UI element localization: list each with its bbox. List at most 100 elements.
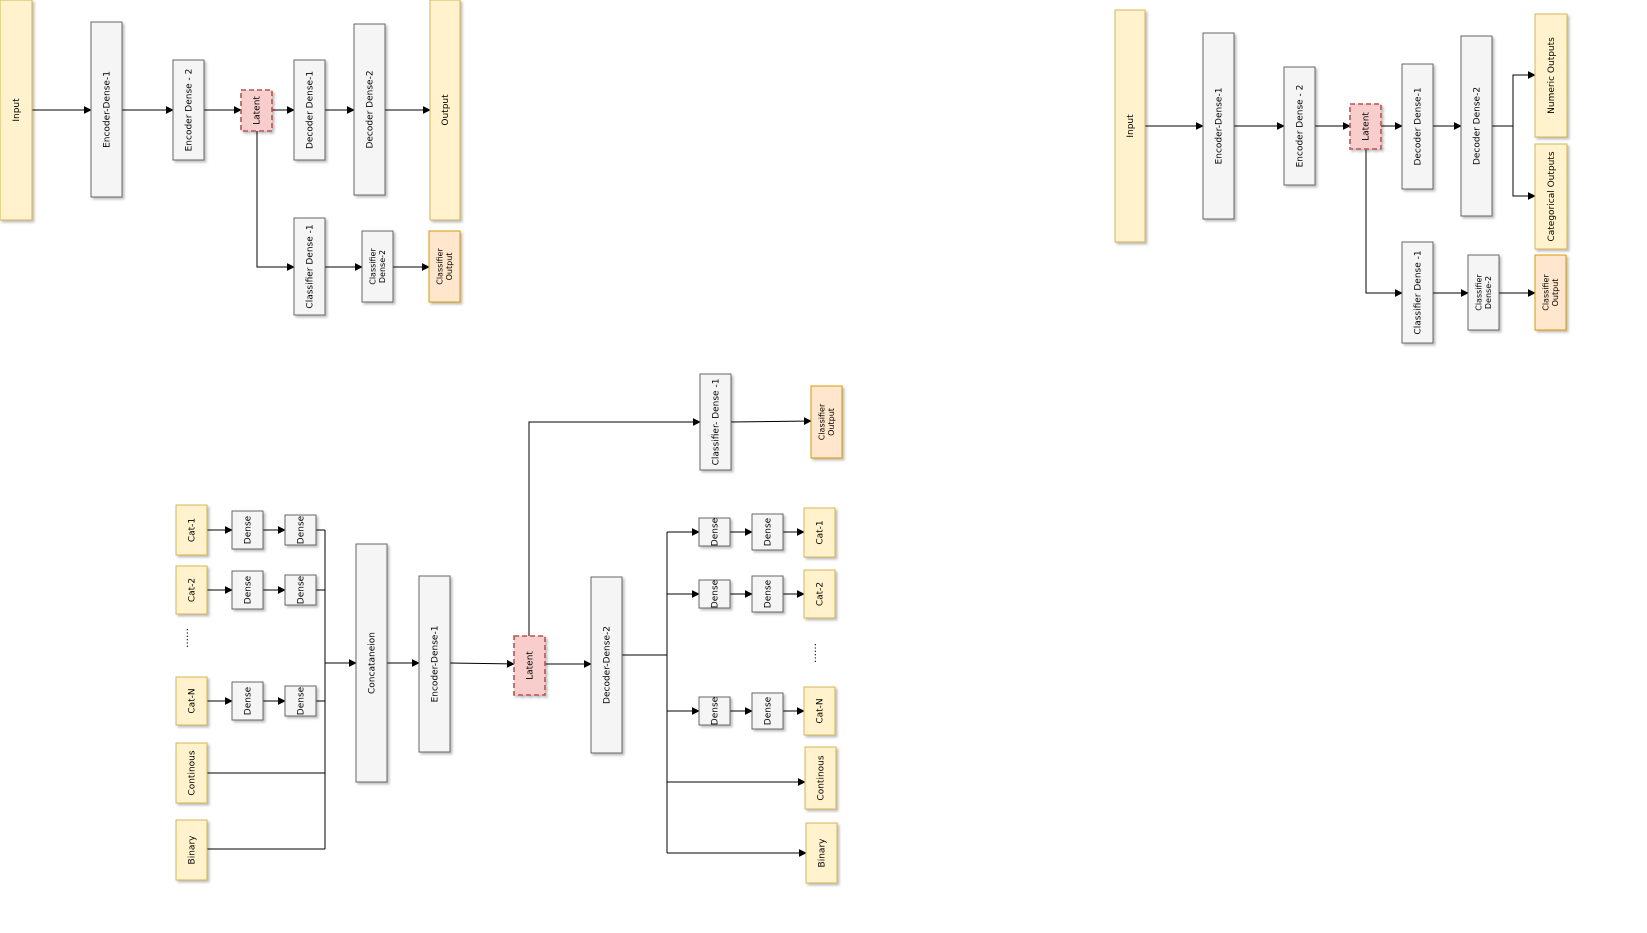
b-input-2-shape bbox=[175, 565, 208, 615]
tl-output: Output bbox=[429, 0, 461, 221]
tr-numeric-outputs: Numeric Outputs bbox=[1534, 13, 1568, 138]
b-input-3-label-line: Cat-N bbox=[188, 688, 198, 713]
b-input-binary-label: Binary bbox=[188, 835, 198, 865]
b-edge-enc1-latent bbox=[449, 659, 515, 668]
b-output-2-label-line: Cat-2 bbox=[816, 582, 826, 606]
tl-latent: Latent bbox=[240, 89, 273, 132]
tr-encoder-dense-2-shape bbox=[1283, 66, 1316, 186]
b-decoder-dense-2-shape bbox=[590, 576, 623, 754]
b-out-dense-a-1: Dense bbox=[698, 517, 731, 547]
b-out-dense-a-1-label: Dense bbox=[711, 517, 721, 546]
b-encoder-dense-1-label-line: Encoder-Dense-1 bbox=[431, 626, 441, 703]
b-decoder-dense-2: Decoder-Dense-2 bbox=[590, 576, 623, 754]
tr-decoder-dense-1-shape bbox=[1401, 63, 1434, 190]
b-latent: Latent bbox=[513, 635, 546, 696]
b-dense-b-3-shape bbox=[284, 685, 317, 717]
tl-encoder-dense-2-label: Encoder Dense - 2 bbox=[185, 69, 195, 152]
b-dense-a-2: Dense bbox=[231, 570, 264, 610]
b-out-dense-b-2-label: Dense bbox=[764, 579, 774, 608]
b-out-dense-b-1-label: Dense bbox=[764, 517, 774, 546]
b-out-dense-b-1-label-line: Dense bbox=[764, 517, 774, 546]
b-dense-a-1-label-line: Dense bbox=[244, 515, 254, 544]
b-dense-b-1-label-line: Dense bbox=[297, 515, 307, 544]
tr-input-shape bbox=[1114, 9, 1146, 243]
b-dense-a-3: Dense bbox=[231, 681, 264, 721]
tr-decoder-dense-1-label: Decoder Dense-1 bbox=[1414, 87, 1424, 165]
tr-numeric-outputs-shape bbox=[1534, 13, 1568, 138]
b-input-3-label: Cat-N bbox=[188, 688, 198, 713]
tr-classifier-dense-1: Classifier Dense -1 bbox=[1401, 241, 1434, 344]
tl-decoder-dense-2-label-line: Decoder Dense-2 bbox=[366, 70, 376, 148]
b-encoder-dense-1-shape bbox=[418, 575, 451, 753]
b-input-binary: Binary bbox=[175, 819, 208, 881]
b-output-binary-label: Binary bbox=[818, 838, 828, 868]
b-output-3-shape bbox=[803, 686, 836, 736]
b-output-continous-label: Continous bbox=[817, 755, 827, 800]
b-out-dense-a-2: Dense bbox=[698, 579, 731, 609]
b-output-1: Cat-1 bbox=[803, 507, 836, 558]
tl-output-label: Output bbox=[441, 94, 451, 126]
tl-classifier-dense-2-label-line: Dense-2 bbox=[378, 250, 387, 283]
b-output-2-label: Cat-2 bbox=[816, 582, 826, 606]
b-out-dense-b-1-shape bbox=[751, 513, 784, 551]
b-output-3: Cat-N bbox=[803, 686, 836, 736]
b-out-dense-a-1-shape bbox=[698, 517, 731, 547]
b-output-3-label: Cat-N bbox=[816, 698, 826, 723]
b-classifier-output-label-line: Output bbox=[827, 408, 836, 436]
tr-input: Input bbox=[1114, 9, 1146, 243]
b-decoder-dense-2-label: Decoder-Dense-2 bbox=[603, 626, 613, 704]
tr-input-label: Input bbox=[1126, 114, 1136, 138]
b-dense-b-2-label-line: Dense bbox=[297, 575, 307, 604]
b-output-continous-label-line: Continous bbox=[817, 755, 827, 800]
b-input-1-label-line: Cat-1 bbox=[188, 518, 198, 542]
b-dense-b-2: Dense bbox=[284, 574, 317, 606]
tr-encoder-dense-2-label: Encoder Dense - 2 bbox=[1296, 85, 1306, 168]
b-classifier-output-label-line: Classifier bbox=[818, 403, 827, 440]
b-classifier-output-label: ClassifierOutput bbox=[818, 403, 836, 440]
tr-edge-split-numeric bbox=[1512, 71, 1536, 126]
tr-encoder-dense-2: Encoder Dense - 2 bbox=[1283, 66, 1316, 186]
tl-input-label: Input bbox=[12, 98, 22, 122]
tl-decoder-dense-2: Decoder Dense-2 bbox=[353, 23, 386, 196]
b-out-dense-a-3: Dense bbox=[698, 696, 731, 726]
b-out-dense-a-1-label-line: Dense bbox=[711, 517, 721, 546]
b-output-ellipsis: …… bbox=[808, 643, 819, 663]
tl-output-label-line: Output bbox=[441, 94, 451, 126]
b-out-dense-b-2-shape bbox=[751, 575, 784, 613]
b-output-1-label: Cat-1 bbox=[816, 520, 826, 544]
b-classifier-output: ClassifierOutput bbox=[810, 385, 843, 459]
b-input-2-label: Cat-2 bbox=[188, 578, 198, 602]
b-decoder-dense-2-label-line: Decoder-Dense-2 bbox=[603, 626, 613, 704]
b-output-1-shape bbox=[803, 507, 836, 558]
b-encoder-dense-1-label: Encoder-Dense-1 bbox=[431, 626, 441, 703]
tl-classifier-output-label-line: Classifier bbox=[436, 248, 445, 285]
b-input-2-label-line: Cat-2 bbox=[188, 578, 198, 602]
b-dense-a-3-shape bbox=[231, 681, 264, 721]
b-out-dense-b-3-label-line: Dense bbox=[764, 696, 774, 725]
tr-edge-split-categorical bbox=[1512, 126, 1536, 200]
b-concatenation-label: Concataneion bbox=[368, 632, 378, 694]
tr-classifier-output-label: ClassifierOutput bbox=[1542, 274, 1560, 311]
tl-classifier-dense-1-label: Classifier Dense -1 bbox=[306, 224, 316, 308]
b-input-continous-shape bbox=[175, 742, 208, 804]
b-encoder-dense-1: Encoder-Dense-1 bbox=[418, 575, 451, 753]
b-dense-a-2-shape bbox=[231, 570, 264, 610]
b-classifier-dense-1-label-line: Classifier- Dense -1 bbox=[712, 379, 722, 466]
b-concatenation-shape bbox=[355, 543, 388, 783]
tr-classifier-dense-1-label: Classifier Dense -1 bbox=[1414, 250, 1424, 334]
b-input-continous: Continous bbox=[175, 742, 208, 804]
b-dense-a-3-label: Dense bbox=[244, 686, 254, 715]
tl-output-shape bbox=[429, 0, 461, 221]
b-out-dense-a-2-label-line: Dense bbox=[711, 579, 721, 608]
b-output-2: Cat-2 bbox=[803, 569, 836, 619]
tr-classifier-dense-2-label: ClassifierDense-2 bbox=[1475, 274, 1493, 311]
tr-classifier-dense-2: ClassifierDense-2 bbox=[1467, 254, 1500, 331]
b-dense-a-2-label: Dense bbox=[244, 575, 254, 604]
b-output-continous-shape bbox=[804, 746, 837, 810]
tl-decoder-dense-1-label: Decoder Dense-1 bbox=[306, 71, 316, 149]
b-output-binary: Binary bbox=[805, 822, 838, 884]
tr-decoder-dense-2: Decoder Dense-2 bbox=[1460, 35, 1493, 217]
b-input-binary-label-line: Binary bbox=[188, 835, 198, 865]
